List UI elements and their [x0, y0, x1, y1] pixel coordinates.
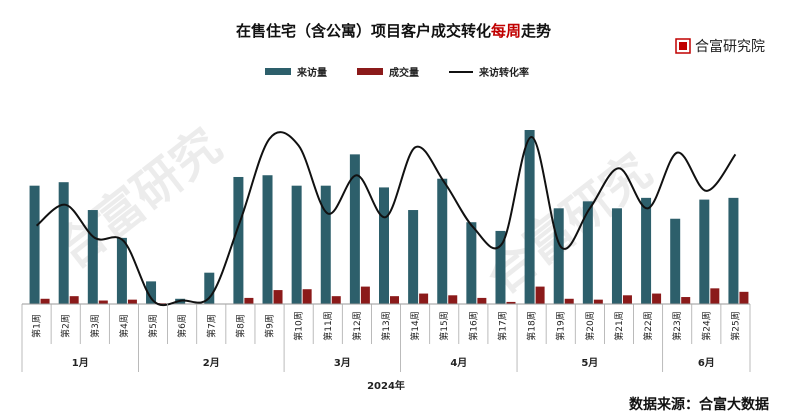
bar-visits	[379, 187, 389, 304]
bar-visits	[408, 210, 419, 304]
x-tick-label: 第19周	[555, 311, 567, 340]
x-tick-label: 第15周	[438, 311, 450, 340]
bar-deals	[244, 297, 254, 304]
bar-deals	[535, 286, 545, 304]
x-tick-label: 第24周	[700, 311, 712, 340]
x-axis-title: 2024年	[367, 379, 405, 392]
bar-deals	[127, 299, 137, 304]
bar-visits	[437, 178, 448, 304]
bar-visits	[29, 185, 40, 304]
brand-mark-icon	[675, 38, 691, 54]
x-tick-label: 第8周	[234, 314, 246, 338]
month-label: 1月	[72, 357, 89, 369]
source-note: 数据来源：合富大数据	[629, 397, 769, 413]
bar-visits	[553, 208, 564, 304]
x-tick-label: 第10周	[293, 311, 305, 340]
brand-name: 合富研究院	[695, 39, 765, 55]
bar-deals	[302, 289, 312, 304]
x-tick-label: 第11周	[322, 311, 334, 340]
x-tick-label: 第22周	[642, 311, 654, 340]
bar-deals	[739, 291, 749, 304]
bar-visits	[204, 272, 215, 304]
bar-visits	[670, 218, 681, 304]
x-tick-label: 第7周	[205, 314, 217, 338]
bar-visits	[320, 185, 331, 304]
bar-deals	[564, 298, 574, 304]
legend-swatch-deals	[357, 68, 383, 75]
x-tick-label: 第3周	[89, 314, 101, 338]
bar-deals	[419, 293, 429, 304]
bar-visits	[87, 210, 98, 304]
bar-deals	[98, 300, 108, 304]
bar-visits	[466, 222, 477, 304]
x-tick-label: 第4周	[118, 314, 130, 338]
bar-deals	[710, 288, 720, 304]
brand-logo: 合富研究院	[675, 36, 765, 56]
month-label: 3月	[334, 357, 351, 369]
bar-deals	[681, 297, 691, 304]
bar-deals	[652, 293, 662, 304]
x-tick-label: 第16周	[467, 311, 479, 340]
x-tick-label: 第18周	[526, 311, 538, 340]
bar-deals	[477, 297, 487, 304]
bar-visits	[349, 154, 360, 304]
title-main-text: 在售住宅（含公寓）项目客户成交转化	[235, 22, 491, 40]
bar-visits	[582, 201, 593, 304]
chart-legend: 来访量 成交量 来访转化率	[265, 64, 529, 79]
month-label: 4月	[450, 357, 467, 369]
legend-item-visits: 来访量	[265, 64, 327, 79]
bar-visits	[495, 230, 506, 304]
bar-visits	[728, 197, 739, 304]
legend-label-rate: 来访转化率	[479, 68, 529, 79]
bar-deals	[390, 296, 399, 304]
x-tick-label: 第5周	[147, 314, 159, 338]
bar-visits	[146, 281, 157, 304]
chart-title: 在售住宅（含公寓）项目客户成交转化每周走势	[0, 20, 787, 41]
x-tick-label: 第13周	[380, 311, 392, 340]
x-tick-label: 第17周	[496, 311, 508, 340]
line-conversion-rate	[35, 131, 737, 307]
x-tick-label: 第2周	[60, 314, 72, 338]
x-tick-label: 第21周	[613, 311, 625, 340]
x-tick-label: 第6周	[176, 314, 188, 338]
bar-deals	[360, 286, 370, 304]
bar-visits	[699, 199, 710, 304]
month-label: 5月	[581, 357, 598, 369]
x-tick-label: 第23周	[671, 311, 683, 340]
legend-label-visits: 来访量	[297, 68, 327, 79]
x-tick-label: 第20周	[584, 311, 596, 340]
legend-label-deals: 成交量	[389, 68, 419, 79]
bar-visits	[291, 185, 302, 304]
bar-deals	[506, 301, 516, 304]
bar-deals	[593, 299, 603, 304]
x-tick-label: 第12周	[351, 311, 363, 340]
bar-visits	[524, 130, 535, 304]
bar-deals	[448, 295, 458, 304]
x-tick-label: 第9周	[264, 314, 276, 338]
bar-deals	[273, 290, 283, 304]
title-end-text: 走势	[521, 22, 552, 40]
bar-visits	[262, 175, 273, 304]
bar-visits	[641, 197, 652, 304]
bar-deals	[622, 295, 632, 304]
legend-item-deals: 成交量	[357, 64, 419, 79]
bar-deals	[69, 296, 79, 304]
bar-visits	[58, 182, 69, 304]
legend-item-rate: 来访转化率	[449, 64, 529, 79]
bar-visits	[233, 176, 244, 304]
bar-deals	[331, 296, 341, 304]
x-tick-label: 第1周	[31, 314, 43, 338]
month-label: 2月	[203, 357, 220, 369]
bar-visits	[611, 208, 622, 304]
title-highlight-text: 每周	[490, 22, 521, 40]
x-tick-label: 第25周	[729, 311, 741, 340]
month-label: 6月	[698, 357, 715, 369]
bar-visits	[116, 237, 127, 304]
x-tick-label: 第14周	[409, 311, 421, 340]
legend-swatch-visits	[265, 68, 291, 75]
bar-deals	[40, 298, 50, 304]
legend-swatch-rate	[449, 70, 473, 73]
